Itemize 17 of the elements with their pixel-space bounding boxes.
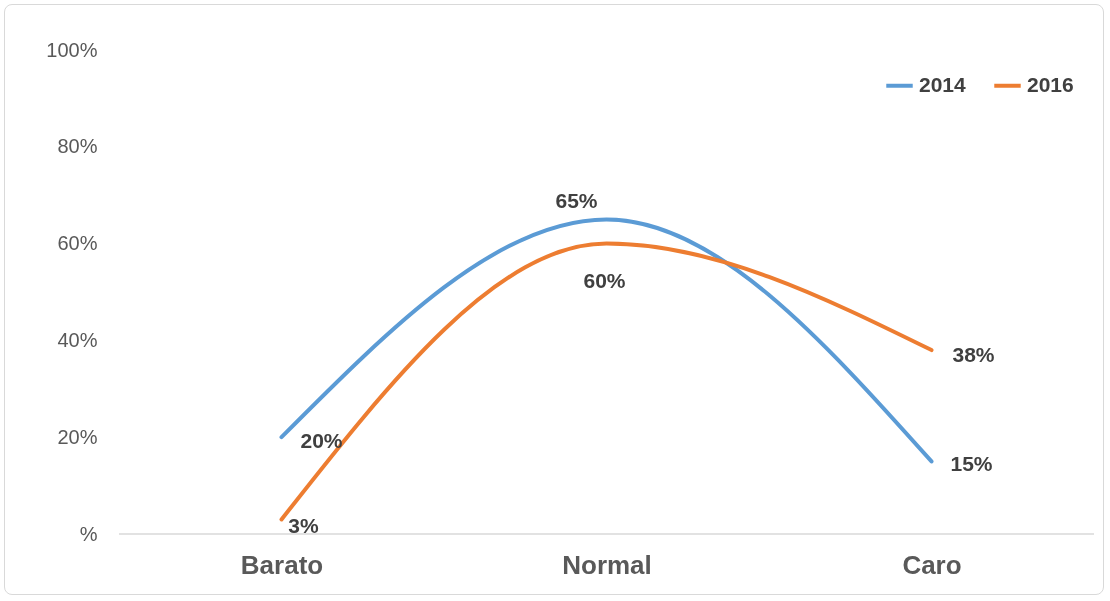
data-label: 38% xyxy=(952,343,995,367)
data-label: 60% xyxy=(583,268,626,292)
x-tick-label: Normal xyxy=(562,549,652,580)
y-tick-label: 100% xyxy=(46,38,98,61)
y-tick-label: 60% xyxy=(57,232,98,255)
x-tick-label: Caro xyxy=(902,549,962,580)
y-tick-label: 40% xyxy=(57,328,98,351)
data-label: 15% xyxy=(950,452,993,476)
legend-label: 2014 xyxy=(919,72,967,96)
legend-label: 2016 xyxy=(1027,72,1074,96)
data-label: 3% xyxy=(288,514,319,538)
x-tick-label: Barato xyxy=(240,549,324,580)
data-label: 65% xyxy=(555,189,598,213)
data-label: 20% xyxy=(300,429,343,453)
y-tick-label: 20% xyxy=(57,425,98,448)
y-tick-label: % xyxy=(79,522,98,545)
y-tick-label: 80% xyxy=(57,135,98,158)
